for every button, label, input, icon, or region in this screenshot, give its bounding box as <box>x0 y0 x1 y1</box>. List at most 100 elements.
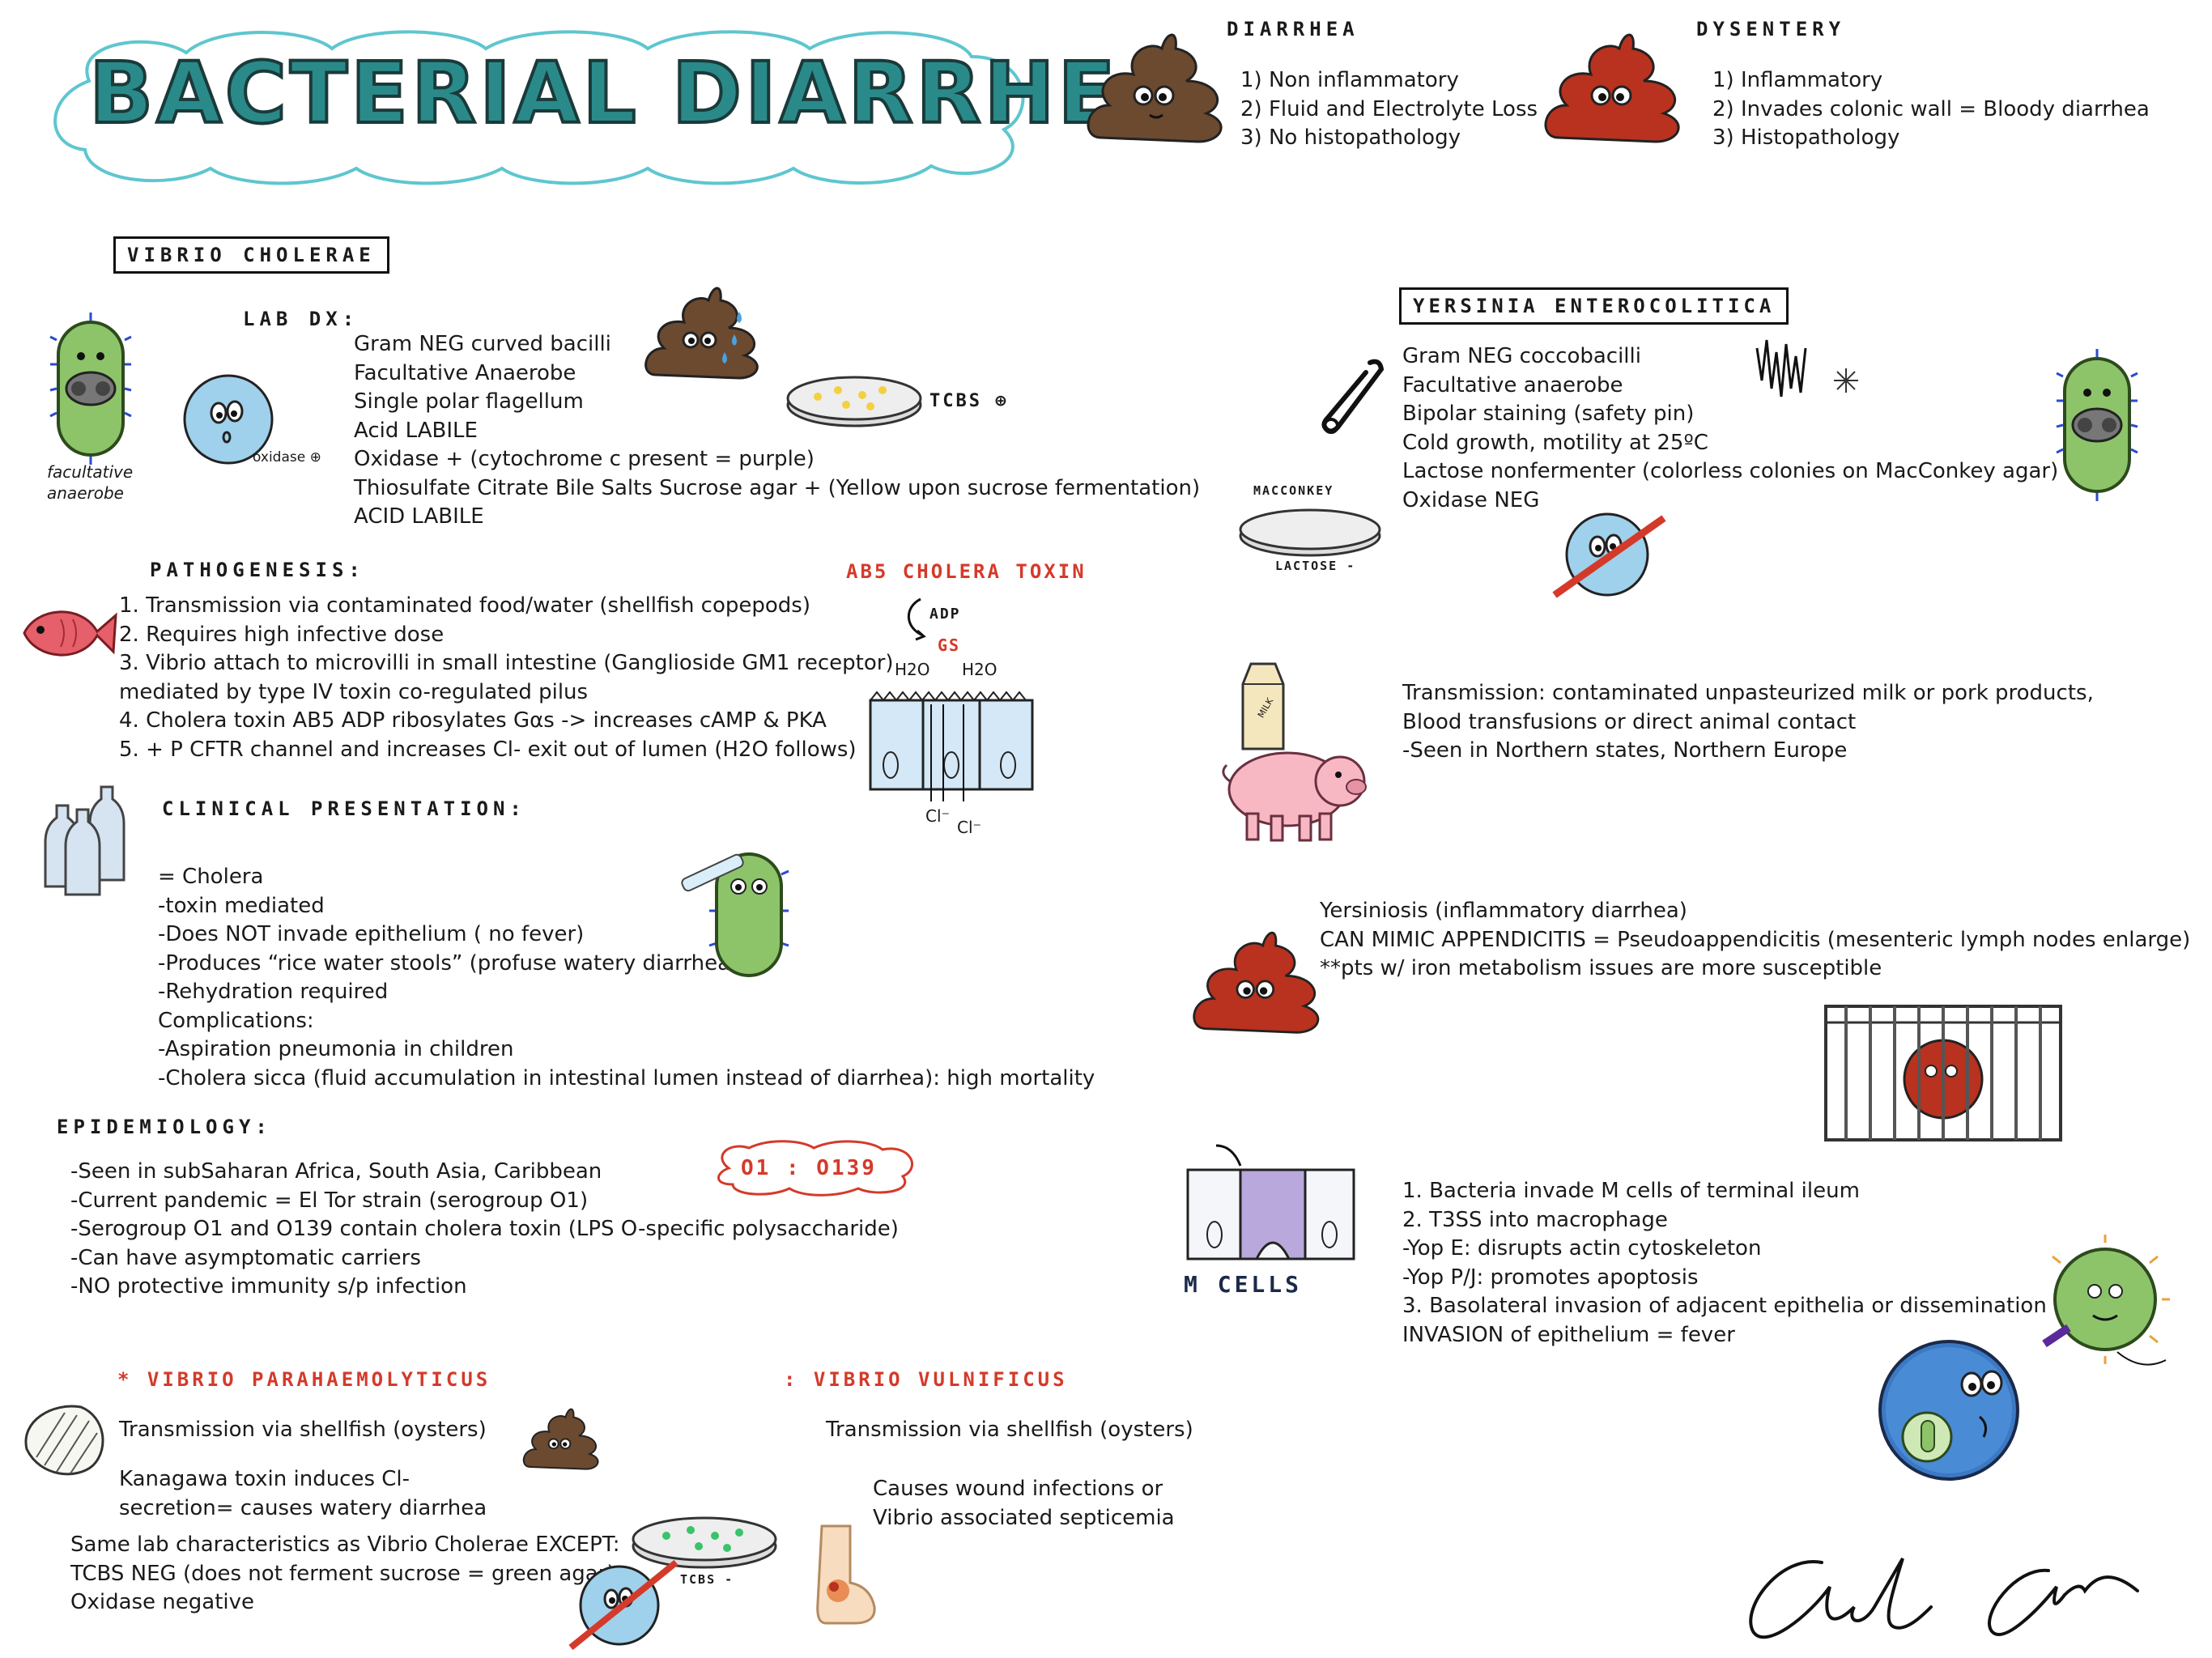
macconkey-plate-icon <box>1239 508 1381 557</box>
wounded-foot-icon <box>816 1524 876 1625</box>
fish-icon <box>23 610 117 657</box>
toxin-adp: ADP <box>929 606 961 623</box>
cold-thermometer-icon <box>1755 339 1858 397</box>
yersinia-transmission-list: Transmission: contaminated unpasteurized… <box>1402 679 2094 766</box>
injecting-bacterium-icon <box>2042 1235 2170 1366</box>
list-item: -Rehydration required <box>158 980 389 1004</box>
drinking-bacterium-icon <box>681 852 789 977</box>
vulnificus-transmission: Transmission via shellfish (oysters) <box>826 1418 1193 1442</box>
list-item: 4. Cholera toxin AB5 ADP ribosylates Gαs… <box>119 708 827 733</box>
yersinia-bacterium-icon <box>2056 349 2138 501</box>
list-item: Oxidase NEG <box>1402 487 1540 512</box>
oxidase-cell-icon <box>183 374 274 465</box>
m-cells-diagram-icon <box>1186 1144 1355 1261</box>
tcbs-plate-icon <box>786 376 922 427</box>
list-item: Facultative anaerobe <box>1402 372 1623 397</box>
safety-pin-icon <box>1321 359 1385 434</box>
list-item: -Produces “rice water stools” (profuse w… <box>158 950 739 976</box>
signature-icon <box>1749 1557 2139 1639</box>
lactose-label: LACTOSE - <box>1275 559 1356 573</box>
list-item: -toxin mediated <box>158 893 325 918</box>
caged-cell-icon <box>1824 1005 2062 1141</box>
clinical-list: = Cholera -toxin mediated -Does NOT inva… <box>158 863 1095 1093</box>
list-item: mediated by type IV toxin co-regulated p… <box>119 679 589 704</box>
list-item: -Aspiration pneumonia in children <box>158 1037 514 1061</box>
tcbs-neg-label: TCBS - <box>680 1572 734 1587</box>
list-item: 3. Basolateral invasion of adjacent epit… <box>1402 1294 2047 1318</box>
vibrio-lab-list: Gram NEG curved bacilli Facultative Anae… <box>354 330 1200 532</box>
yersinia-disease-list: Yersiniosis (inflammatory diarrhea) CAN … <box>1320 897 2190 984</box>
list-item: -Does NOT invade epithelium ( no fever) <box>158 922 585 946</box>
list-item: Kanagawa toxin induces Cl- <box>119 1467 410 1491</box>
list-item: ACID LABILE <box>354 504 484 529</box>
list-item: Oxidase negative <box>70 1590 255 1614</box>
pig-icon <box>1222 751 1367 842</box>
list-item: 1) Non inflammatory <box>1240 68 1459 92</box>
list-item: 1) Inflammatory <box>1712 68 1883 92</box>
vulnificus-effects: Causes wound infections or Vibrio associ… <box>873 1475 1175 1533</box>
list-item: 3. Vibrio attach to microvilli in small … <box>119 651 894 675</box>
yersinia-lab-list: Gram NEG coccobacilli Facultative anaero… <box>1402 342 2058 515</box>
list-item: Gram NEG curved bacilli <box>354 332 611 356</box>
vibrio-bacterium-icon <box>49 312 132 465</box>
epithelium-diagram-icon <box>869 691 1034 801</box>
chloride-label: Cl⁻ <box>925 806 951 826</box>
macconkey-label: MACCONKEY <box>1253 483 1334 498</box>
list-item: -Yop E: disrupts actin cytoskeleton <box>1402 1236 1762 1261</box>
list-item: Blood transfusions or direct animal cont… <box>1402 709 1857 734</box>
watery-stool-icon <box>644 287 759 380</box>
green-agar-plate-icon <box>632 1516 777 1569</box>
dysentery-list: 1) Inflammatory 2) Invades colonic wall … <box>1712 66 2150 153</box>
list-item: Causes wound infections or <box>873 1477 1163 1501</box>
parahaemolyticus-lab: Same lab characteristics as Vibrio Chole… <box>70 1531 620 1618</box>
m-cells-label: M CELLS <box>1184 1271 1303 1298</box>
pathogenesis-list: 1. Transmission via contaminated food/wa… <box>119 592 894 764</box>
water-label: H2O <box>895 660 930 679</box>
oxidase-label: oxidase ⊕ <box>253 449 321 466</box>
list-item: Oxidase + (cytochrome c present = purple… <box>354 447 815 471</box>
clinical-label: CLINICAL PRESENTATION: <box>162 797 526 820</box>
pathogenesis-label: PATHOGENESIS: <box>150 559 365 581</box>
serogroup-cloud-icon <box>717 1140 913 1197</box>
list-item: Lactose nonfermenter (colorless colonies… <box>1402 459 2059 483</box>
list-item: -Yop P/J: promotes apoptosis <box>1402 1265 1699 1290</box>
list-item: secretion= causes watery diarrhea <box>119 1495 487 1520</box>
bloody-stool-icon <box>1193 931 1320 1034</box>
serogroup-label: O1 : O139 <box>741 1156 877 1180</box>
macrophage-icon <box>1878 1340 2019 1481</box>
list-item: -Current pandemic = El Tor strain (serog… <box>70 1188 589 1213</box>
water-label: H2O <box>962 660 998 679</box>
list-item: 2) Fluid and Electrolyte Loss <box>1240 96 1538 121</box>
oxidase-negative-icon <box>568 1559 678 1651</box>
list-item: 2) Invades colonic wall = Bloody diarrhe… <box>1712 96 2150 121</box>
list-item: Yersiniosis (inflammatory diarrhea) <box>1320 899 1687 923</box>
list-item: Gram NEG coccobacilli <box>1402 344 1641 368</box>
dysentery-heading: DYSENTERY <box>1696 18 1846 40</box>
list-item: Acid LABILE <box>354 418 478 443</box>
list-item: TCBS NEG (does not ferment sucrose = gre… <box>70 1561 615 1586</box>
diarrhea-heading: DIARRHEA <box>1227 18 1359 40</box>
list-item: Complications: <box>158 1008 314 1033</box>
diarrhea-list: 1) Non inflammatory 2) Fluid and Electro… <box>1240 66 1538 153</box>
yersinia-mechanism-list: 1. Bacteria invade M cells of terminal i… <box>1402 1177 2047 1350</box>
list-item: INVASION of epithelium = fever <box>1402 1322 1735 1347</box>
red-stool-icon <box>1544 33 1680 143</box>
vulnificus-heading: : VIBRIO VULNIFICUS <box>784 1368 1068 1391</box>
list-item: Cold growth, motility at 25ºC <box>1402 430 1708 455</box>
list-item: -Seen in Northern states, Northern Europ… <box>1402 738 1848 763</box>
yersinia-heading: YERSINIA ENTEROCOLITICA <box>1399 287 1789 325</box>
chloride-label: Cl⁻ <box>957 818 982 837</box>
curved-arrow-icon <box>907 597 926 641</box>
list-item: Bipolar staining (safety pin) <box>1402 402 1695 426</box>
list-item: -Can have asymptomatic carriers <box>70 1245 421 1270</box>
list-item: 1. Bacteria invade M cells of terminal i… <box>1402 1179 1860 1203</box>
parahaemolyticus-heading: * VIBRIO PARAHAEMOLYTICUS <box>117 1368 491 1391</box>
vibrio-cholerae-heading: VIBRIO CHOLERAE <box>113 236 389 274</box>
oxidase-neg-cell-icon <box>1552 512 1666 598</box>
list-item: 3) No histopathology <box>1240 125 1461 150</box>
list-item: Transmission: contaminated unpasteurized… <box>1402 681 2094 705</box>
title-cloud-icon <box>53 30 1025 185</box>
brown-stool-icon <box>1087 33 1223 143</box>
list-item: 3) Histopathology <box>1712 125 1900 150</box>
list-item: -Serogroup O1 and O139 contain cholera t… <box>70 1217 899 1241</box>
